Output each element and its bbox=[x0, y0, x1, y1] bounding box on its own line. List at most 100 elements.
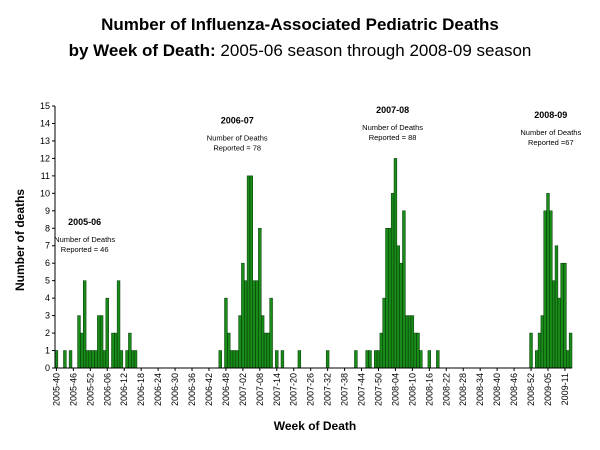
bar bbox=[379, 332, 383, 369]
bar bbox=[77, 315, 81, 369]
x-tick-label: 2006-06 bbox=[102, 373, 112, 406]
y-tick-label: 12 bbox=[40, 153, 50, 163]
y-tick-label: 3 bbox=[45, 311, 50, 321]
bar bbox=[119, 350, 124, 369]
bar bbox=[229, 350, 234, 369]
bar bbox=[568, 332, 573, 369]
bar bbox=[537, 332, 542, 369]
y-tick-label: 2 bbox=[45, 328, 50, 338]
bar bbox=[407, 315, 412, 369]
annotation-season: 2006-07 bbox=[221, 115, 254, 125]
y-tick-label: 10 bbox=[40, 188, 50, 198]
bar bbox=[68, 350, 73, 369]
y-tick-label: 6 bbox=[45, 258, 50, 268]
annotation-line2: Reported =67 bbox=[528, 138, 574, 147]
bar bbox=[416, 332, 420, 369]
bar bbox=[244, 280, 248, 369]
bar bbox=[246, 175, 251, 369]
x-tick-label: 2006-18 bbox=[136, 373, 146, 406]
annotation-line1: Number of Deaths bbox=[54, 235, 115, 244]
chart-title-rest: 2005-06 season through 2008-09 season bbox=[215, 41, 532, 60]
bar bbox=[373, 350, 378, 369]
y-tick-label: 1 bbox=[45, 346, 50, 356]
x-tick-label: 2007-20 bbox=[289, 373, 299, 406]
bar bbox=[554, 245, 559, 369]
bar bbox=[551, 280, 556, 369]
x-tick-label: 2006-36 bbox=[187, 373, 197, 406]
bar bbox=[549, 210, 553, 369]
bar bbox=[529, 332, 533, 369]
bar bbox=[232, 350, 237, 369]
y-tick-label: 8 bbox=[45, 223, 50, 233]
annotation-line1: Number of Deaths bbox=[207, 133, 268, 142]
bar bbox=[238, 315, 242, 369]
x-tick-label: 2009-05 bbox=[543, 373, 553, 406]
bar bbox=[80, 332, 84, 369]
bar bbox=[111, 332, 115, 369]
bar bbox=[388, 228, 392, 369]
bars bbox=[54, 158, 573, 369]
bar bbox=[99, 315, 104, 369]
annotation-line2: Reported = 78 bbox=[213, 143, 261, 152]
x-tick-label: 2007-08 bbox=[255, 373, 265, 406]
bar bbox=[114, 332, 118, 369]
bar bbox=[275, 350, 279, 369]
bar bbox=[88, 350, 92, 369]
y-tick-label: 15 bbox=[40, 101, 50, 111]
bar bbox=[402, 210, 406, 369]
bar bbox=[354, 350, 358, 369]
bar bbox=[91, 350, 95, 369]
bar bbox=[365, 350, 369, 369]
x-tick-label: 2007-38 bbox=[340, 373, 350, 406]
bar bbox=[419, 350, 423, 369]
annotation-season: 2007-08 bbox=[376, 105, 409, 115]
bar bbox=[376, 350, 381, 369]
bar bbox=[540, 315, 544, 369]
bar bbox=[94, 350, 98, 369]
bar bbox=[297, 350, 302, 369]
x-tick-label: 2008-28 bbox=[458, 373, 468, 406]
bar bbox=[102, 350, 107, 369]
bar bbox=[116, 280, 121, 369]
y-axis-title: Number of deaths bbox=[13, 189, 27, 291]
bar bbox=[382, 297, 386, 369]
bar bbox=[133, 350, 138, 369]
x-tick-labels: 2005-40 2005-46 2005-52 2006-06 2006-12 2006-… bbox=[51, 368, 570, 406]
bar bbox=[385, 228, 389, 369]
bar bbox=[280, 350, 285, 369]
bar bbox=[125, 350, 129, 369]
bar bbox=[218, 350, 222, 369]
bar bbox=[131, 350, 135, 369]
bar bbox=[235, 350, 239, 369]
x-tick-label: 2006-48 bbox=[221, 373, 231, 406]
annotation-line2: Reported = 88 bbox=[369, 133, 417, 142]
annotation-season: 2008-09 bbox=[534, 110, 567, 120]
bar bbox=[399, 262, 403, 369]
x-tick-label: 2006-30 bbox=[170, 373, 180, 406]
y-tick-label: 4 bbox=[45, 293, 50, 303]
bar bbox=[224, 297, 228, 369]
bar bbox=[557, 297, 561, 369]
chart-title-line2: by Week of Death: 2005-06 season through… bbox=[0, 40, 600, 62]
bar bbox=[405, 315, 409, 369]
bar bbox=[410, 315, 415, 369]
bar bbox=[266, 332, 270, 369]
annotation-line2: Reported = 46 bbox=[61, 245, 109, 254]
bar bbox=[563, 262, 567, 369]
y-tick-label: 5 bbox=[45, 276, 50, 286]
bar bbox=[396, 245, 400, 369]
bar bbox=[105, 297, 109, 369]
x-tick-label: 2005-52 bbox=[85, 373, 95, 406]
x-tick-label: 2008-46 bbox=[509, 373, 519, 406]
bar bbox=[83, 280, 87, 369]
bar bbox=[252, 280, 256, 369]
x-tick-label: 2008-34 bbox=[475, 373, 485, 406]
x-axis-title: Week of Death bbox=[274, 419, 356, 433]
y-tick-label: 13 bbox=[40, 136, 50, 146]
bar bbox=[269, 297, 273, 369]
bar bbox=[535, 350, 539, 369]
y-tick-label: 7 bbox=[45, 241, 50, 251]
annotation-season: 2005-06 bbox=[68, 217, 101, 227]
bar bbox=[566, 350, 570, 369]
